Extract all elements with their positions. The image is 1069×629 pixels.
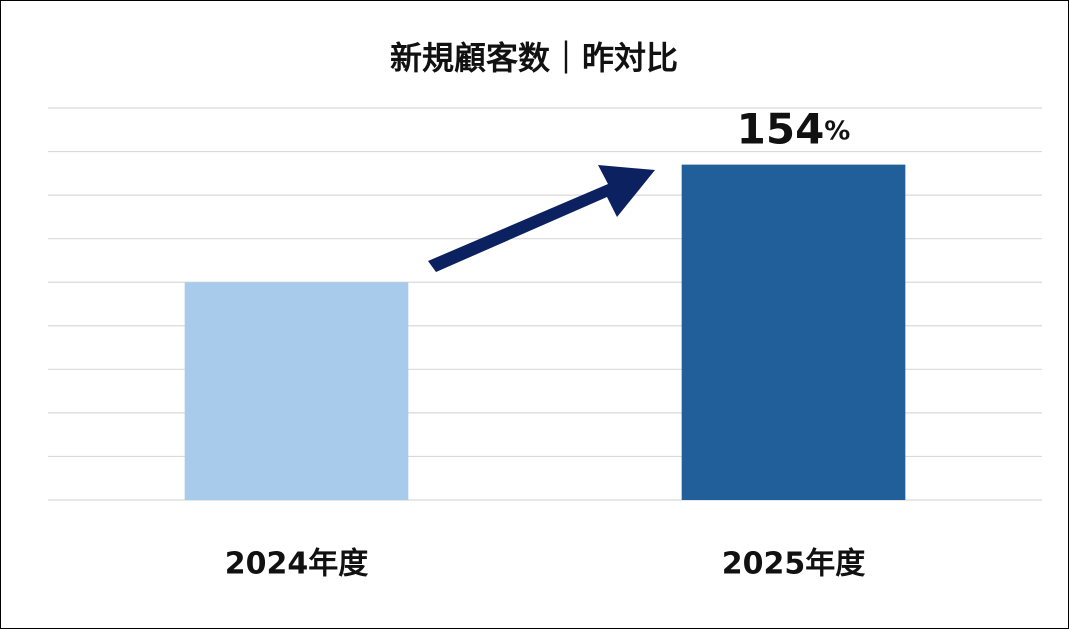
value-label: 154% bbox=[737, 104, 851, 153]
bar bbox=[184, 282, 409, 500]
x-tick-label: 2024年度 bbox=[225, 547, 369, 582]
x-tick-label: 2025年度 bbox=[722, 547, 866, 582]
chart-title: 新規顧客数｜昨対比 bbox=[390, 39, 678, 77]
bar bbox=[681, 164, 906, 500]
bars bbox=[184, 164, 906, 500]
growth-arrow bbox=[428, 165, 655, 272]
